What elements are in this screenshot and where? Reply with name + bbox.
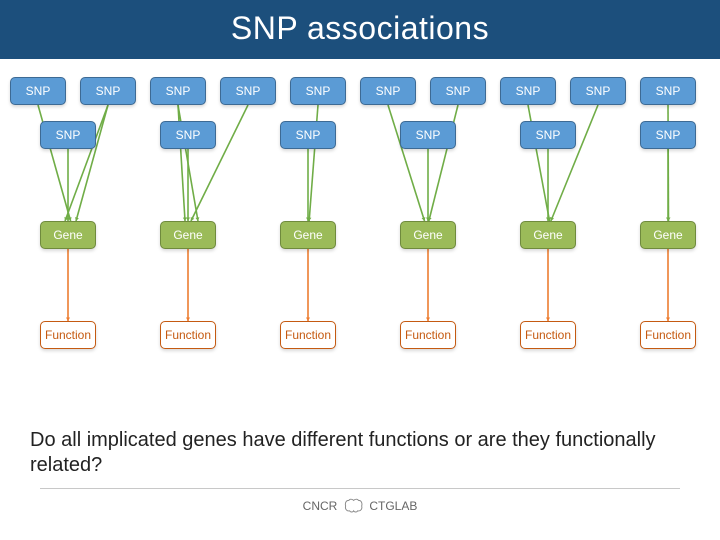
snp-row2-1: SNP bbox=[160, 121, 216, 149]
snp-row1-6: SNP bbox=[430, 77, 486, 105]
snp-row1-9: SNP bbox=[640, 77, 696, 105]
snp-row1-5: SNP bbox=[360, 77, 416, 105]
page-title: SNP associations bbox=[231, 10, 489, 46]
gene-0: Gene bbox=[40, 221, 96, 249]
edges-svg bbox=[0, 61, 720, 421]
gene-5: Gene bbox=[640, 221, 696, 249]
snp-row1-2: SNP bbox=[150, 77, 206, 105]
function-0: Function bbox=[40, 321, 96, 349]
function-4: Function bbox=[520, 321, 576, 349]
function-2: Function bbox=[280, 321, 336, 349]
gene-4: Gene bbox=[520, 221, 576, 249]
question-text: Do all implicated genes have different f… bbox=[30, 428, 690, 478]
snp-row2-3: SNP bbox=[400, 121, 456, 149]
snp-row2-0: SNP bbox=[40, 121, 96, 149]
title-bar: SNP associations bbox=[0, 0, 720, 61]
gene-1: Gene bbox=[160, 221, 216, 249]
function-5: Function bbox=[640, 321, 696, 349]
snp-row2-5: SNP bbox=[640, 121, 696, 149]
snp-row2-2: SNP bbox=[280, 121, 336, 149]
snp-row1-7: SNP bbox=[500, 77, 556, 105]
gene-2: Gene bbox=[280, 221, 336, 249]
footer-divider bbox=[40, 488, 680, 489]
function-1: Function bbox=[160, 321, 216, 349]
snp-row2-4: SNP bbox=[520, 121, 576, 149]
snp-row1-8: SNP bbox=[570, 77, 626, 105]
snp-row1-0: SNP bbox=[10, 77, 66, 105]
snp-row1-4: SNP bbox=[290, 77, 346, 105]
diagram-area: SNPSNPSNPSNPSNPSNPSNPSNPSNPSNPSNPSNPSNPS… bbox=[0, 61, 720, 421]
brain-icon bbox=[343, 498, 363, 514]
snp-row1-3: SNP bbox=[220, 77, 276, 105]
gene-3: Gene bbox=[400, 221, 456, 249]
footer-right: CTGLAB bbox=[369, 499, 417, 513]
snp-row1-1: SNP bbox=[80, 77, 136, 105]
footer-logo: CNCR CTGLAB bbox=[303, 498, 418, 514]
function-3: Function bbox=[400, 321, 456, 349]
footer-left: CNCR bbox=[303, 499, 338, 513]
